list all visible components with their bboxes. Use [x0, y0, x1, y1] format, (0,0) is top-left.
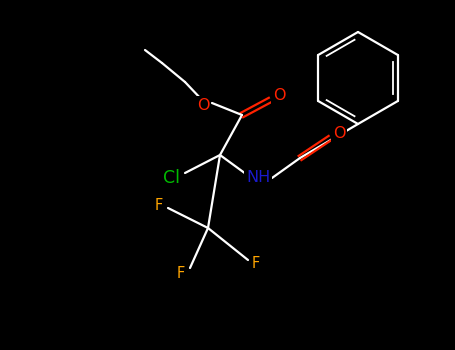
Text: O: O [273, 89, 285, 104]
Text: O: O [333, 126, 345, 141]
Text: F: F [252, 256, 260, 271]
Text: Cl: Cl [163, 169, 181, 187]
Text: F: F [177, 266, 185, 280]
Text: NH: NH [246, 170, 270, 186]
Text: F: F [155, 197, 163, 212]
Text: O: O [197, 98, 209, 112]
